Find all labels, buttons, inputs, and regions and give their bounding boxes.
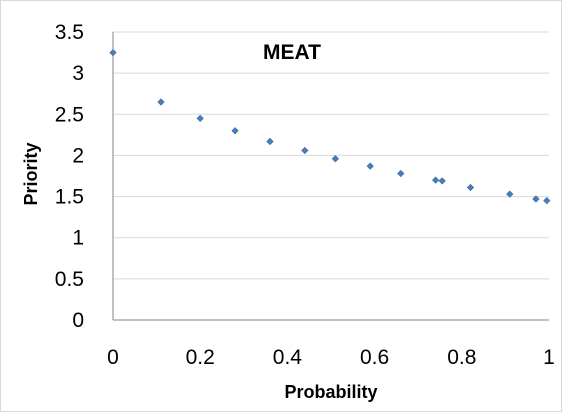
data-point	[506, 190, 514, 198]
axes	[112, 32, 549, 321]
y-tick-label: 0.5	[55, 268, 84, 291]
data-point	[301, 146, 309, 155]
data-point	[331, 155, 339, 163]
data-point	[231, 127, 239, 135]
data-point	[532, 195, 540, 203]
x-tick-label: 0.4	[273, 346, 303, 369]
x-axis-title: Probability	[284, 382, 377, 402]
data-point	[266, 137, 274, 146]
data-point	[366, 162, 374, 170]
data-point	[109, 48, 117, 57]
data-point	[466, 183, 475, 192]
y-tick-label: 2	[72, 144, 84, 167]
data-point	[397, 169, 405, 178]
y-axis-title: Priority	[21, 142, 41, 205]
y-tick-label: 3	[72, 62, 84, 85]
data-point	[157, 98, 165, 106]
x-tick-label: 0.8	[447, 346, 476, 369]
y-tick-label: 1.5	[55, 186, 84, 209]
y-tick-label: 1	[72, 227, 84, 250]
x-tick-label: 0	[107, 346, 119, 369]
y-tick-label: 3.5	[55, 21, 84, 44]
tick-labels: 0 0.5 1 1.5 2 2.5 3 3.5 0 0.2 0.4 0.6 0.8 1	[55, 21, 555, 369]
data-point	[196, 114, 204, 123]
chart-title: MEAT	[263, 41, 321, 64]
gridlines	[113, 31, 549, 280]
y-tick-label: 0	[72, 309, 84, 332]
data-points	[109, 48, 551, 205]
data-point	[543, 197, 551, 205]
y-tick-label: 2.5	[55, 103, 84, 126]
x-tick-label: 0.6	[360, 346, 389, 369]
data-point	[438, 177, 446, 185]
data-point	[432, 176, 440, 184]
x-tick-label: 1	[543, 346, 555, 369]
x-tick-label: 0.2	[186, 346, 215, 369]
